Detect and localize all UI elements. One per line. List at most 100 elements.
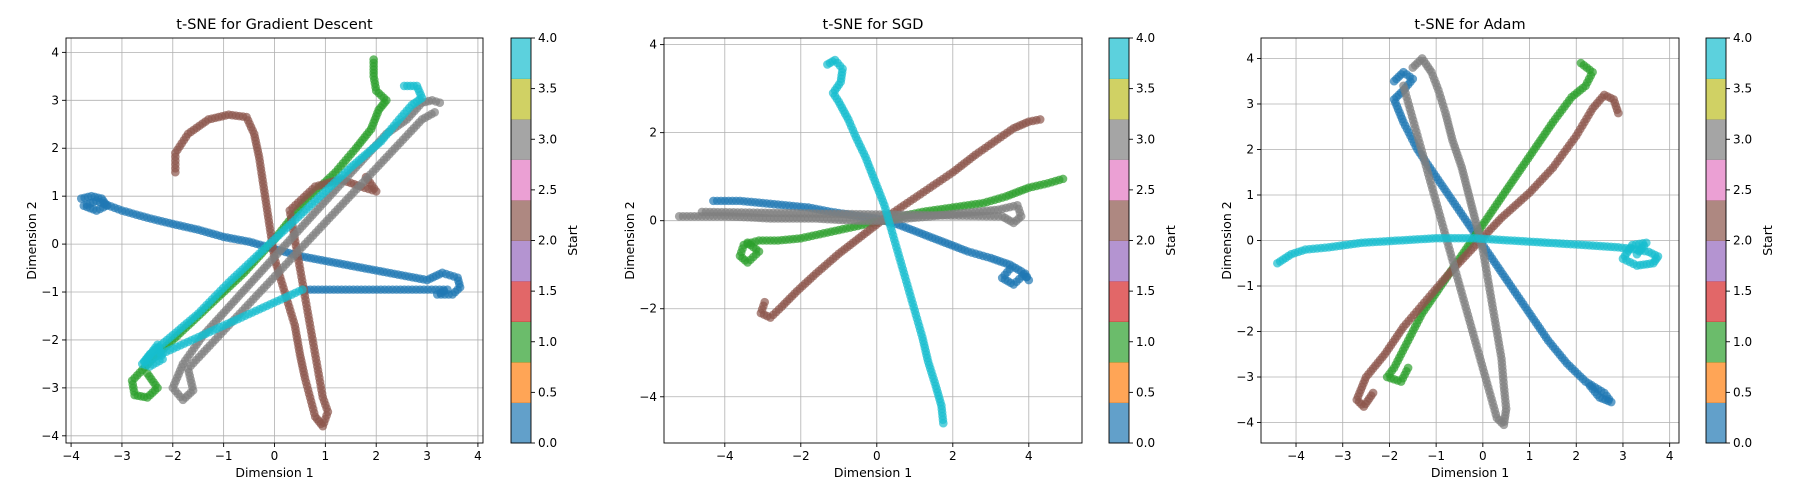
x-tick-label: 2 (949, 449, 957, 463)
y-tick-label: 1 (1246, 188, 1254, 202)
y-axis-label: Dimension 2 (24, 201, 39, 279)
colorbar-segment (511, 159, 531, 201)
colorbar-label: Start (1760, 225, 1775, 256)
y-tick-label: 0 (51, 237, 59, 251)
colorbar-segment (1109, 78, 1129, 120)
data-point (743, 238, 752, 248)
y-tick-label: −3 (41, 381, 59, 395)
colorbar-tick-label: 2.0 (1136, 234, 1155, 248)
colorbar-segment (1706, 321, 1726, 363)
x-axis-label: Dimension 1 (235, 465, 313, 480)
data-point (1399, 81, 1408, 91)
x-tick-label: −4 (1287, 449, 1305, 463)
colorbar-tick-label: 4.0 (1136, 31, 1155, 45)
y-tick-label: 2 (1246, 142, 1254, 156)
data-point (1403, 363, 1413, 373)
colorbar-tick-label: 3.0 (1136, 132, 1155, 146)
x-tick-label: 0 (1479, 449, 1487, 463)
y-tick-label: −2 (1236, 325, 1254, 339)
x-axis-label: Dimension 1 (1431, 465, 1509, 480)
colorbar-tick-label: 0.0 (538, 436, 557, 450)
colorbar-label: Start (565, 225, 580, 256)
x-tick-label: 4 (1666, 449, 1674, 463)
colorbar-segment (511, 321, 531, 363)
data-point (1585, 381, 1595, 391)
colorbar-segment (1706, 200, 1726, 241)
y-tick-label: 2 (51, 141, 59, 155)
colorbar-segment (1109, 281, 1129, 322)
colorbar-segment (1706, 159, 1726, 201)
y-tick-label: −4 (1236, 416, 1254, 430)
colorbar-segment (1109, 200, 1129, 241)
chart-panel-1: −4 −3 −2 −1 0 1 2 3 4 −4 −3 −2 −1 0 1 2 3 4 t-SNE for Grad… (24, 17, 580, 480)
colorbar: 0.0 0.5 1.0 1.5 2.0 2.5 3.0 3.5 4.0 Start (510, 31, 580, 450)
chart-title: t-SNE for Adam (1414, 17, 1525, 33)
colorbar-segment (1109, 240, 1129, 282)
data-point (1368, 388, 1378, 398)
colorbar: 0.0 0.5 1.0 1.5 2.0 2.5 3.0 3.5 4.0 Start (1108, 31, 1178, 450)
scatter-points (674, 55, 1068, 428)
colorbar-tick-label: 4.0 (1733, 31, 1752, 45)
y-tick-label: −2 (639, 302, 657, 316)
x-tick-label: 4 (1025, 449, 1033, 463)
colorbar-tick-label: 0.0 (1733, 436, 1752, 450)
x-tick-label: 3 (1619, 449, 1627, 463)
colorbar-tick-label: 0.5 (538, 385, 557, 399)
colorbar-segment (511, 38, 531, 79)
y-tick-label: −1 (41, 285, 59, 299)
y-tick-label: −4 (639, 390, 657, 404)
y-tick-label: 4 (649, 38, 657, 52)
colorbar-tick-label: 0.5 (1136, 385, 1155, 399)
colorbar-segment (1706, 240, 1726, 282)
data-point (143, 369, 152, 378)
colorbar-segment (1109, 362, 1129, 403)
colorbar-tick-label: 1.5 (1733, 284, 1752, 298)
x-tick-label: 0 (271, 449, 279, 463)
colorbar-tick-label: 2.5 (1136, 183, 1155, 197)
chart-title: t-SNE for SGD (823, 17, 924, 33)
data-point (697, 207, 707, 217)
colorbar-segment (511, 362, 531, 403)
chart-title: t-SNE for Gradient Descent (176, 17, 373, 33)
x-tick-label: −2 (1381, 449, 1399, 463)
colorbar-tick-label: 3.5 (1136, 82, 1155, 96)
colorbar-tick-label: 2.0 (538, 234, 557, 248)
colorbar-label: Start (1163, 225, 1178, 256)
x-tick-label: −4 (716, 449, 734, 463)
x-tick-label: −4 (62, 449, 80, 463)
y-axis-label: Dimension 2 (622, 201, 637, 279)
y-tick-label: 3 (51, 93, 59, 107)
colorbar-tick-label: 0.0 (1136, 436, 1155, 450)
y-tick-label: 2 (649, 126, 657, 140)
y-tick-label: 0 (1246, 234, 1254, 248)
x-tick-label: −3 (1334, 449, 1352, 463)
x-tick-label: 2 (1572, 449, 1580, 463)
colorbar-tick-label: 1.0 (1136, 335, 1155, 349)
y-tick-label: −3 (1236, 370, 1254, 384)
y-tick-label: 0 (649, 214, 657, 228)
colorbar-segment (511, 119, 531, 160)
colorbar-segment (511, 281, 531, 322)
colorbar-segment (1109, 402, 1129, 444)
colorbar-tick-label: 2.0 (1733, 234, 1752, 248)
x-tick-label: 2 (372, 449, 380, 463)
colorbar-segment (511, 78, 531, 120)
colorbar-segment (1109, 38, 1129, 79)
colorbar-tick-label: 3.5 (1733, 82, 1752, 96)
colorbar: 0.0 0.5 1.0 1.5 2.0 2.5 3.0 3.5 4.0 Start (1705, 31, 1775, 450)
scatter-points (76, 55, 465, 431)
y-tick-label: 4 (1246, 51, 1254, 65)
colorbar-tick-label: 3.0 (1733, 132, 1752, 146)
colorbar-tick-label: 0.5 (1733, 385, 1752, 399)
x-tick-label: 3 (423, 449, 431, 463)
colorbar-segment (1109, 321, 1129, 363)
x-tick-label: 1 (1526, 449, 1534, 463)
colorbar-tick-label: 2.5 (538, 183, 557, 197)
data-point (430, 107, 439, 117)
y-tick-label: 3 (1246, 97, 1254, 111)
colorbar-segment (511, 402, 531, 444)
y-tick-label: 4 (51, 45, 59, 59)
colorbar-segment (1706, 38, 1726, 79)
data-point (1005, 264, 1015, 274)
